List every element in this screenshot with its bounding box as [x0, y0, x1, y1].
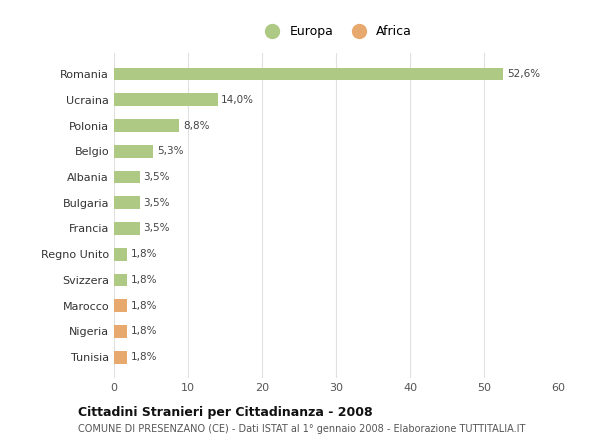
- Bar: [114, 196, 140, 209]
- Legend: Europa, Africa: Europa, Africa: [255, 20, 417, 43]
- Bar: [114, 299, 127, 312]
- Text: 14,0%: 14,0%: [221, 95, 254, 105]
- Text: 1,8%: 1,8%: [131, 275, 158, 285]
- Text: 1,8%: 1,8%: [131, 249, 158, 259]
- Bar: [114, 93, 218, 106]
- Text: 52,6%: 52,6%: [507, 69, 540, 79]
- Text: 1,8%: 1,8%: [131, 352, 158, 362]
- Text: 5,3%: 5,3%: [157, 146, 184, 156]
- Text: 3,5%: 3,5%: [143, 198, 170, 208]
- Text: 3,5%: 3,5%: [143, 224, 170, 234]
- Text: 1,8%: 1,8%: [131, 301, 158, 311]
- Text: 1,8%: 1,8%: [131, 326, 158, 337]
- Bar: [114, 171, 140, 183]
- Bar: [114, 222, 140, 235]
- Bar: [114, 119, 179, 132]
- Bar: [114, 351, 127, 363]
- Text: 8,8%: 8,8%: [183, 121, 209, 131]
- Text: Cittadini Stranieri per Cittadinanza - 2008: Cittadini Stranieri per Cittadinanza - 2…: [78, 406, 373, 419]
- Text: 3,5%: 3,5%: [143, 172, 170, 182]
- Bar: [114, 248, 127, 260]
- Bar: [114, 274, 127, 286]
- Bar: [114, 68, 503, 81]
- Text: COMUNE DI PRESENZANO (CE) - Dati ISTAT al 1° gennaio 2008 - Elaborazione TUTTITA: COMUNE DI PRESENZANO (CE) - Dati ISTAT a…: [78, 424, 526, 434]
- Bar: [114, 325, 127, 338]
- Bar: [114, 145, 153, 158]
